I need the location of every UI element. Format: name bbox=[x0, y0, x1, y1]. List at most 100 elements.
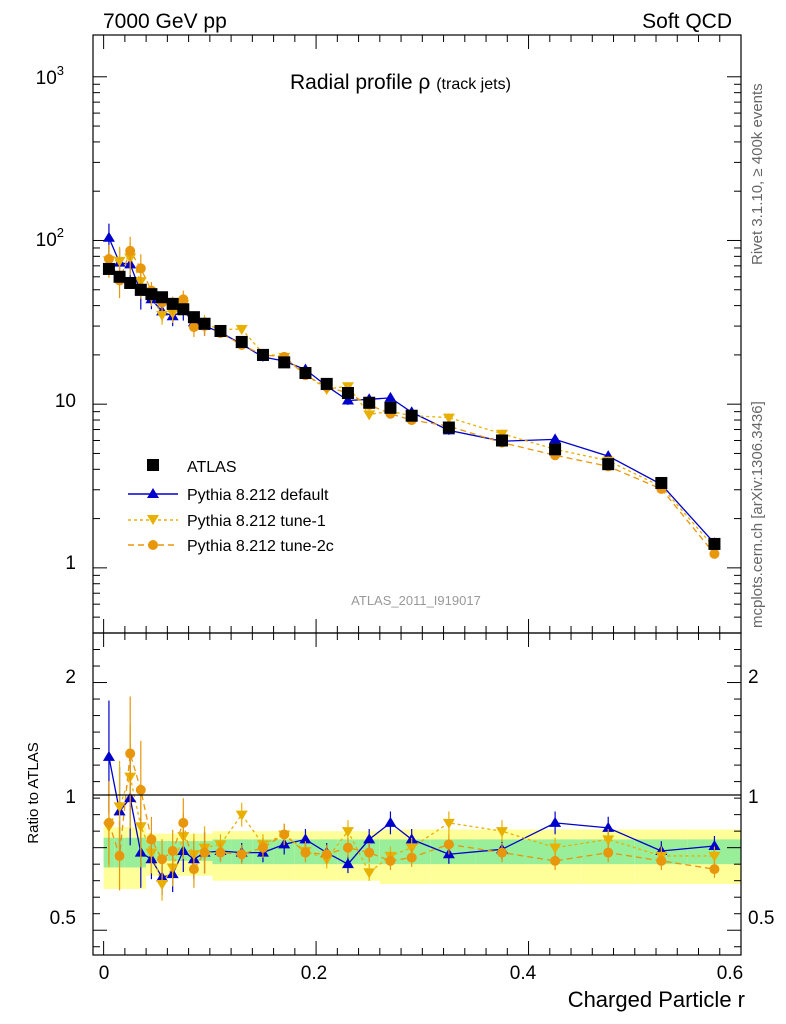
legend-tune2c-marker bbox=[148, 540, 158, 550]
ratio-point bbox=[656, 855, 667, 866]
ratio-y-axis-label: Ratio to ATLAS bbox=[25, 742, 42, 843]
series-line-ratio bbox=[108, 753, 715, 871]
series-point bbox=[156, 310, 169, 321]
ratio-point bbox=[496, 847, 507, 858]
ratio-point bbox=[113, 802, 126, 813]
x-axis-label: Charged Particle r bbox=[568, 987, 745, 1012]
ratio-point bbox=[135, 784, 146, 795]
ratio-point bbox=[342, 842, 353, 853]
ratio-point bbox=[443, 839, 454, 850]
data-point bbox=[278, 356, 291, 369]
data-point bbox=[655, 476, 668, 489]
legend-tune2c-label: Pythia 8.212 tune-2c bbox=[187, 538, 334, 555]
data-point bbox=[145, 288, 158, 301]
ratio-point bbox=[363, 868, 376, 879]
data-point bbox=[495, 434, 508, 447]
legend-default-label: Pythia 8.212 default bbox=[187, 487, 329, 504]
data-point bbox=[320, 377, 333, 390]
ratio-point bbox=[157, 854, 168, 865]
ratio-point bbox=[495, 827, 508, 838]
data-point bbox=[113, 270, 126, 283]
ratio-point bbox=[279, 829, 290, 840]
legend-tune1-label: Pythia 8.212 tune-1 bbox=[187, 513, 326, 530]
ratio-point bbox=[384, 816, 397, 827]
x-tick-0.4: 0.4 bbox=[510, 963, 537, 984]
data-point bbox=[363, 396, 376, 409]
data-point bbox=[235, 335, 248, 348]
series-point bbox=[235, 324, 248, 335]
mcplots-label: mcplots.cern.ch [arXiv:1306.3436] bbox=[749, 401, 766, 628]
ratio-point bbox=[321, 849, 332, 860]
data-point bbox=[102, 262, 115, 275]
ratio-tick-0.5-right: 0.5 bbox=[748, 908, 774, 929]
ratio-tick-2-right: 2 bbox=[748, 667, 759, 688]
data-point bbox=[166, 297, 179, 310]
ratio-point bbox=[385, 855, 396, 866]
ratio-point bbox=[550, 855, 561, 866]
ratio-point bbox=[235, 810, 248, 821]
ratio-point bbox=[364, 847, 375, 858]
chart-title: Radial profile ρ (track jets) bbox=[290, 71, 511, 94]
ratio-point bbox=[603, 847, 614, 858]
y-tick-100: 102 bbox=[36, 225, 64, 251]
ratio-point bbox=[341, 827, 354, 838]
series-point bbox=[113, 256, 126, 267]
series-point bbox=[709, 548, 720, 559]
series-point bbox=[384, 391, 397, 402]
ratio-point bbox=[102, 750, 115, 761]
ratio-point bbox=[708, 851, 721, 862]
ratio-point bbox=[363, 833, 376, 844]
data-point bbox=[124, 276, 137, 289]
y-tick-1000: 103 bbox=[36, 63, 64, 89]
ratio-point bbox=[549, 843, 562, 854]
ratio-point bbox=[125, 748, 136, 759]
series-point bbox=[188, 322, 199, 333]
legend-default-marker bbox=[147, 488, 159, 498]
series-point bbox=[103, 254, 114, 265]
series-point bbox=[442, 413, 455, 424]
ratio-point bbox=[709, 864, 720, 875]
series-line-top bbox=[108, 256, 715, 549]
ratio-tick-1: 1 bbox=[65, 787, 76, 808]
data-point bbox=[177, 303, 190, 316]
ratio-point bbox=[188, 864, 199, 875]
ratio-point bbox=[114, 850, 125, 861]
data-point bbox=[256, 348, 269, 361]
ratio-point bbox=[146, 834, 157, 845]
data-point bbox=[549, 443, 562, 456]
ratio-point bbox=[602, 835, 615, 846]
stat-band bbox=[124, 837, 136, 868]
legend: ATLAS Pythia 8.212 default Pythia 8.212 … bbox=[128, 459, 334, 555]
ratio-point bbox=[236, 849, 247, 860]
y-tick-10: 10 bbox=[55, 391, 76, 412]
ratio-point bbox=[341, 858, 354, 869]
ratio-tick-2: 2 bbox=[65, 667, 76, 688]
header-left: 7000 GeV pp bbox=[103, 10, 227, 33]
ratio-tick-1-right: 1 bbox=[748, 787, 759, 808]
series-point bbox=[341, 394, 354, 405]
rivet-label: Rivet 3.1.10, ≥ 400k events bbox=[749, 83, 766, 265]
data-point bbox=[156, 291, 169, 304]
legend-tune1-marker bbox=[147, 515, 159, 525]
series-point bbox=[125, 245, 136, 256]
series-point bbox=[549, 433, 562, 444]
data-point bbox=[602, 458, 615, 471]
data-point bbox=[299, 367, 312, 380]
series-point bbox=[363, 410, 376, 421]
ratio-point bbox=[257, 842, 268, 853]
data-point bbox=[134, 283, 147, 296]
data-point bbox=[442, 421, 455, 434]
series-point bbox=[102, 231, 115, 242]
legend-atlas-label: ATLAS bbox=[187, 459, 237, 476]
ratio-plot-frame bbox=[92, 632, 742, 956]
ratio-point bbox=[549, 816, 562, 827]
legend-atlas-marker bbox=[147, 459, 159, 471]
ratio-point bbox=[602, 821, 615, 832]
x-tick-0.2: 0.2 bbox=[301, 963, 327, 984]
ratio-point bbox=[167, 845, 178, 856]
ratio-tick-0.5: 0.5 bbox=[50, 908, 76, 929]
ratio-point bbox=[178, 817, 189, 828]
data-point bbox=[384, 401, 397, 414]
ratio-point bbox=[708, 840, 721, 851]
ratio-point bbox=[442, 818, 455, 829]
